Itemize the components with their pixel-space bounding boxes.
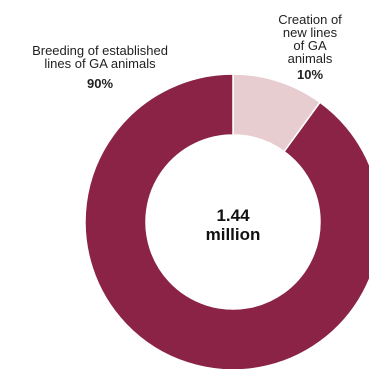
label-creation-line1: Creation of [278,12,342,27]
label-creation-line4: animals [287,51,333,66]
center-total-label: 1.44 million [178,206,288,244]
center-total-value: 1.44 [216,206,250,225]
label-breeding-line1: Breeding of established [32,43,168,58]
label-creation-line3: of GA [293,38,327,53]
center-total-unit: million [205,225,261,244]
label-breeding-percent: 90% [86,76,114,91]
label-breeding-line2: lines of GA animals [44,56,156,71]
label-breeding: Breeding of established lines of GA anim… [6,44,194,90]
label-creation-line2: new lines [282,25,338,40]
label-creation-percent: 10% [296,67,324,82]
label-creation: Creation of new lines of GA animals 10% [258,13,362,81]
donut-slice-breeding [84,73,369,369]
